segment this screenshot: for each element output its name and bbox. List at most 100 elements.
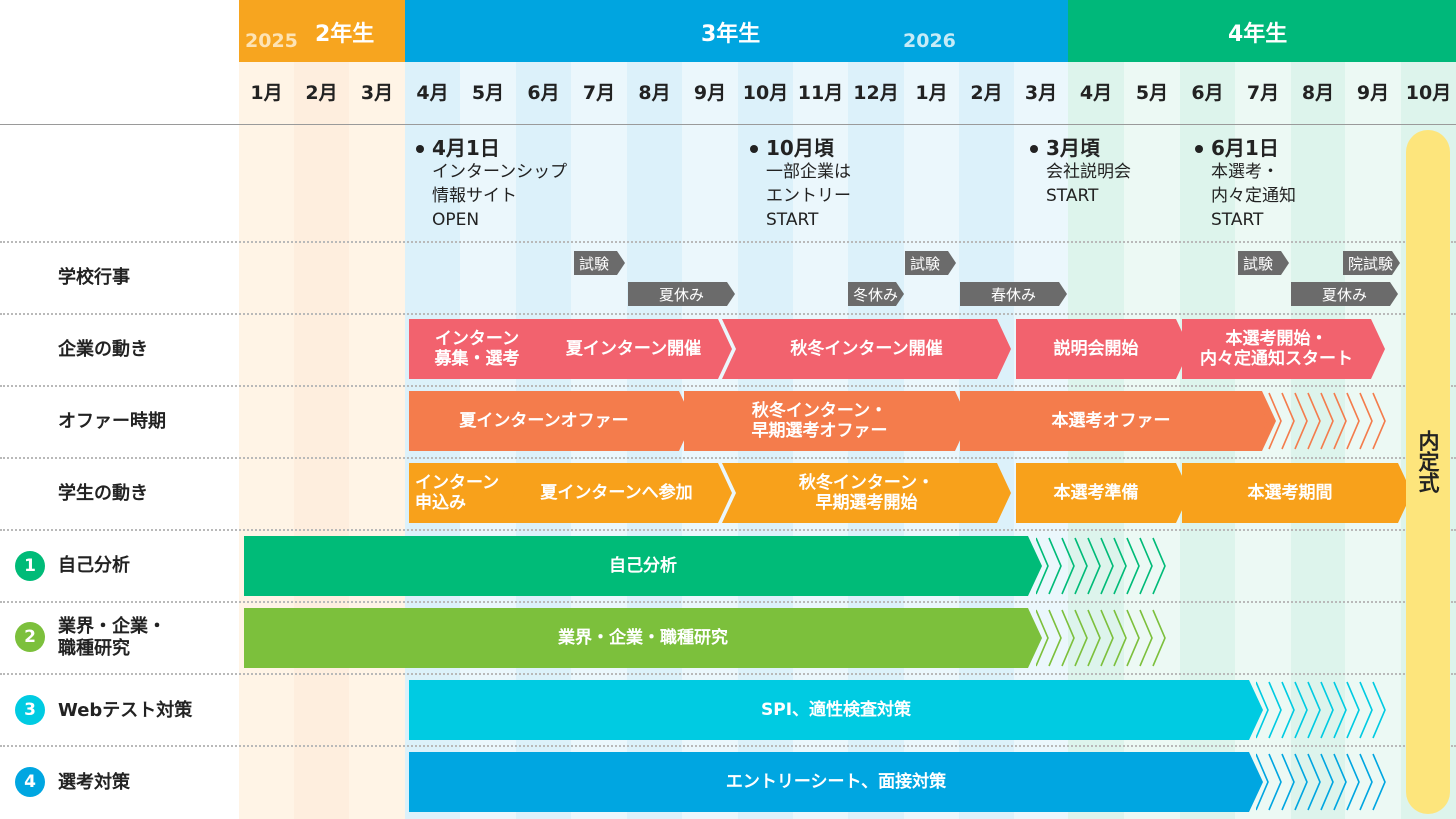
row-divider bbox=[0, 745, 1456, 747]
bullet-dot bbox=[1195, 145, 1203, 153]
grade2-label: 2年生 bbox=[315, 22, 375, 47]
chevron-stroke bbox=[1359, 753, 1373, 811]
chevron-stroke bbox=[1333, 681, 1347, 739]
month-label: 9月 bbox=[1356, 82, 1390, 104]
milestone-march: 3月頃 会社説明会 START bbox=[1030, 136, 1131, 208]
bullet-dot bbox=[1030, 145, 1038, 153]
offer-bar-main-selection: 本選考オファー bbox=[960, 391, 1276, 451]
event-label: 夏休み bbox=[1321, 285, 1367, 304]
month-label: 10月 bbox=[1405, 82, 1452, 104]
chevron-stroke bbox=[1307, 681, 1321, 739]
bullet-dot bbox=[750, 145, 758, 153]
company-bar-autumn-winter-intern: 秋冬インターン開催 bbox=[722, 319, 1011, 379]
student-bar-autumn-winter: 秋冬インターン・ 早期選考開始 bbox=[722, 463, 1011, 523]
chevron-stroke bbox=[1320, 753, 1334, 811]
chevron-stroke bbox=[1281, 681, 1295, 739]
chevron-stroke bbox=[1294, 392, 1308, 450]
month-label: 3月 bbox=[360, 82, 394, 104]
row-divider bbox=[0, 385, 1456, 387]
month-label: 1月 bbox=[250, 82, 283, 104]
step-number-2: 2 bbox=[15, 622, 45, 652]
student-bar-prep: 本選考準備 bbox=[1016, 463, 1190, 523]
month-label: 9月 bbox=[693, 82, 727, 104]
row-label-webtest: Webテスト対策 bbox=[58, 700, 193, 721]
chevron-stroke bbox=[1256, 681, 1269, 739]
event-exam: 試験 bbox=[1238, 251, 1289, 275]
chevron-stroke bbox=[1346, 392, 1360, 450]
chevron-stroke bbox=[1359, 392, 1373, 450]
student-bar-main-selection: 本選考期間 bbox=[1182, 463, 1412, 523]
milestone-title: 6月1日 bbox=[1211, 136, 1279, 160]
row-divider bbox=[0, 457, 1456, 459]
chevron-stroke bbox=[1307, 753, 1321, 811]
chevron-stroke bbox=[1346, 753, 1360, 811]
chevron-stroke bbox=[1281, 753, 1295, 811]
month-label: 3月 bbox=[1024, 82, 1058, 104]
chevron-stroke bbox=[1100, 609, 1114, 667]
row-label-self: 自己分析 bbox=[58, 555, 130, 576]
milestone-body: 本選考・ 内々定通知 START bbox=[1211, 162, 1296, 230]
month-label: 4月 bbox=[1079, 82, 1113, 104]
student-bar-intern-apply: インターン 申込み bbox=[409, 463, 516, 523]
month-label: 7月 bbox=[582, 82, 616, 104]
offer-continue-chevrons bbox=[1256, 392, 1386, 450]
row-label-industry: 業界・企業・ 職種研究 bbox=[58, 616, 166, 659]
chevron-stroke bbox=[1294, 753, 1308, 811]
month-column bbox=[239, 62, 294, 819]
month-label: 8月 bbox=[638, 82, 671, 104]
company-bar-main-selection: 本選考開始・ 内々定通知スタート bbox=[1182, 319, 1385, 379]
milestone-title: 10月頃 bbox=[766, 136, 834, 160]
event-summer-break: 夏休み bbox=[628, 282, 735, 306]
chevron-stroke bbox=[1320, 681, 1334, 739]
chevron-stroke bbox=[1256, 753, 1269, 811]
milestone-body: 一部企業は エントリー START bbox=[766, 162, 851, 230]
row-divider bbox=[0, 601, 1456, 603]
year-2025-label: 2025 bbox=[245, 30, 298, 52]
offer-bar-autumn-winter: 秋冬インターン・ 早期選考オファー bbox=[684, 391, 969, 451]
self-analysis-bar: 自己分析 bbox=[244, 536, 1042, 596]
milestone-title: 3月頃 bbox=[1046, 136, 1100, 160]
industry-research-bar: 業界・企業・職種研究 bbox=[244, 608, 1042, 668]
chevron-stroke bbox=[1113, 609, 1127, 667]
student-bar-summer-intern: 夏インターンへ参加 bbox=[501, 463, 732, 523]
row-label-company: 企業の動き bbox=[58, 339, 148, 360]
row-label-selection: 選考対策 bbox=[58, 772, 130, 793]
chevron-stroke bbox=[1036, 609, 1049, 667]
row-divider bbox=[0, 673, 1456, 675]
step-number-3: 3 bbox=[15, 695, 45, 725]
month-label: 8月 bbox=[1301, 82, 1335, 104]
event-spring-break: 春休み bbox=[960, 282, 1067, 306]
header-divider bbox=[0, 124, 1456, 125]
row-label-offer: オファー時期 bbox=[58, 411, 166, 432]
chevron-stroke bbox=[1281, 392, 1295, 450]
event-label: 夏休み bbox=[658, 285, 704, 304]
row-label-student: 学生の動き bbox=[58, 483, 148, 504]
row-divider bbox=[0, 313, 1456, 315]
chevron-stroke bbox=[1087, 537, 1101, 595]
chevron-stroke bbox=[1268, 392, 1282, 450]
chevron-stroke bbox=[1087, 609, 1101, 667]
webtest-bar: SPI、適性検査対策 bbox=[409, 680, 1263, 740]
industry-continue-chevrons bbox=[1036, 609, 1166, 667]
selection-prep-bar: エントリーシート、面接対策 bbox=[409, 752, 1263, 812]
selection-continue-chevrons bbox=[1256, 753, 1386, 811]
chevron-stroke bbox=[1074, 537, 1088, 595]
naitei-ceremony-bar: 内定式 bbox=[1406, 130, 1450, 814]
grade4-label: 4年生 bbox=[1228, 22, 1288, 47]
chevron-stroke bbox=[1256, 392, 1269, 450]
event-label: 春休み bbox=[990, 285, 1036, 304]
month-label: 5月 bbox=[1135, 82, 1169, 104]
grade3-label: 3年生 bbox=[701, 22, 761, 47]
chevron-stroke bbox=[1061, 609, 1075, 667]
month-label: 10月 bbox=[742, 82, 789, 104]
step-number-1: 1 bbox=[15, 551, 45, 581]
row-label-school: 学校行事 bbox=[58, 267, 130, 288]
chevron-stroke bbox=[1268, 753, 1282, 811]
chevron-stroke bbox=[1307, 392, 1321, 450]
chevron-stroke bbox=[1359, 681, 1373, 739]
chevron-stroke bbox=[1320, 392, 1334, 450]
chevron-stroke bbox=[1048, 537, 1062, 595]
month-label: 7月 bbox=[1246, 82, 1280, 104]
chevron-stroke bbox=[1372, 681, 1386, 739]
row-divider bbox=[0, 529, 1456, 531]
